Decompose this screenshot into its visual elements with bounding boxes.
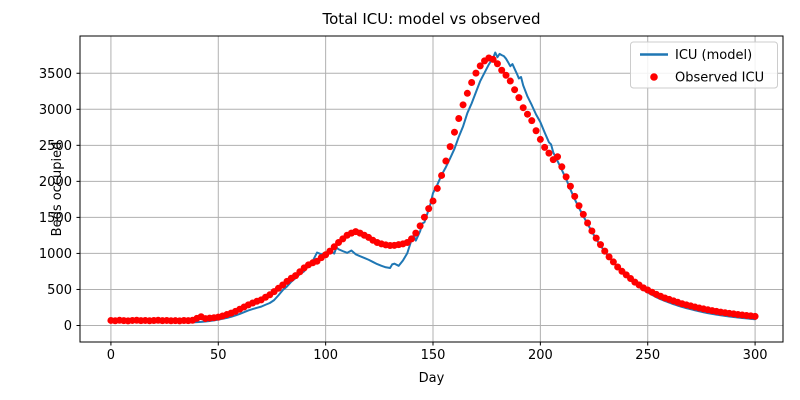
- observed-point: [450, 128, 458, 136]
- observed-point: [468, 78, 476, 86]
- observed-point: [472, 69, 480, 77]
- observed-point: [554, 153, 562, 161]
- observed-point: [541, 143, 549, 151]
- x-tick-label: 200: [528, 348, 553, 363]
- observed-point: [416, 222, 424, 230]
- observed-point: [433, 184, 441, 192]
- y-tick-label: 2500: [39, 139, 72, 154]
- observed-point: [493, 60, 501, 68]
- observed-point: [511, 86, 519, 94]
- observed-point: [326, 247, 334, 255]
- observed-point: [558, 163, 566, 171]
- observed-point: [571, 192, 579, 200]
- y-tick-label: 3000: [39, 103, 72, 118]
- y-tick-label: 0: [64, 319, 72, 334]
- observed-point: [592, 234, 600, 242]
- observed-point: [614, 263, 622, 271]
- observed-point: [575, 202, 583, 210]
- legend-observed-dot-swatch: [650, 73, 658, 81]
- observed-point: [536, 135, 544, 143]
- observed-point: [425, 205, 433, 213]
- observed-point: [596, 241, 604, 249]
- legend: ICU (model) Observed ICU: [630, 41, 778, 89]
- observed-point: [502, 71, 510, 79]
- observed-point: [545, 149, 553, 157]
- observed-point: [519, 104, 527, 112]
- observed-point: [566, 182, 574, 190]
- y-tick-label: 3500: [39, 67, 72, 82]
- observed-point: [438, 171, 446, 179]
- observed-point: [605, 253, 613, 261]
- legend-label-observed: Observed ICU: [675, 71, 764, 86]
- observed-point: [532, 127, 540, 135]
- observed-point: [420, 213, 428, 221]
- observed-point: [498, 66, 506, 74]
- x-tick-label: 50: [210, 348, 227, 363]
- observed-point: [489, 55, 497, 63]
- observed-point: [330, 243, 338, 251]
- observed-point: [609, 258, 617, 266]
- x-tick-label: 100: [313, 348, 338, 363]
- y-tick-label: 1000: [39, 247, 72, 262]
- y-tick-label: 2000: [39, 175, 72, 190]
- axes-frame: [79, 35, 784, 343]
- observed-point: [459, 101, 467, 109]
- observed-point: [442, 157, 450, 165]
- x-axis-label: Day: [419, 371, 445, 386]
- observed-point: [528, 117, 536, 125]
- observed-point: [751, 312, 759, 320]
- observed-point: [455, 115, 463, 123]
- x-tick-label: 0: [107, 348, 115, 363]
- observed-point: [584, 219, 592, 227]
- y-axis-label: Beds occupied: [50, 142, 65, 237]
- observed-point: [476, 62, 484, 70]
- legend-label-model: ICU (model): [675, 48, 752, 63]
- observed-point: [408, 235, 416, 243]
- observed-point: [446, 143, 454, 151]
- observed-point: [523, 110, 531, 118]
- x-tick-label: 150: [421, 348, 446, 363]
- observed-point: [601, 247, 609, 255]
- series-layer: [107, 51, 759, 325]
- observed-point: [515, 94, 523, 102]
- observed-point: [506, 77, 514, 85]
- observed-point: [579, 210, 587, 218]
- x-tick-label: 300: [743, 348, 768, 363]
- observed-point: [412, 229, 420, 237]
- observed-point: [429, 197, 437, 205]
- y-tick-label: 1500: [39, 211, 72, 226]
- y-tick-label: 500: [47, 283, 72, 298]
- observed-point: [562, 173, 570, 181]
- observed-point: [588, 227, 596, 235]
- chart-title: Total ICU: model vs observed: [322, 10, 541, 28]
- axes-layer: 0 50 100 150 200 250 3000500100015002000250030…: [39, 35, 784, 363]
- x-tick-label: 250: [635, 348, 660, 363]
- observed-point: [463, 89, 471, 97]
